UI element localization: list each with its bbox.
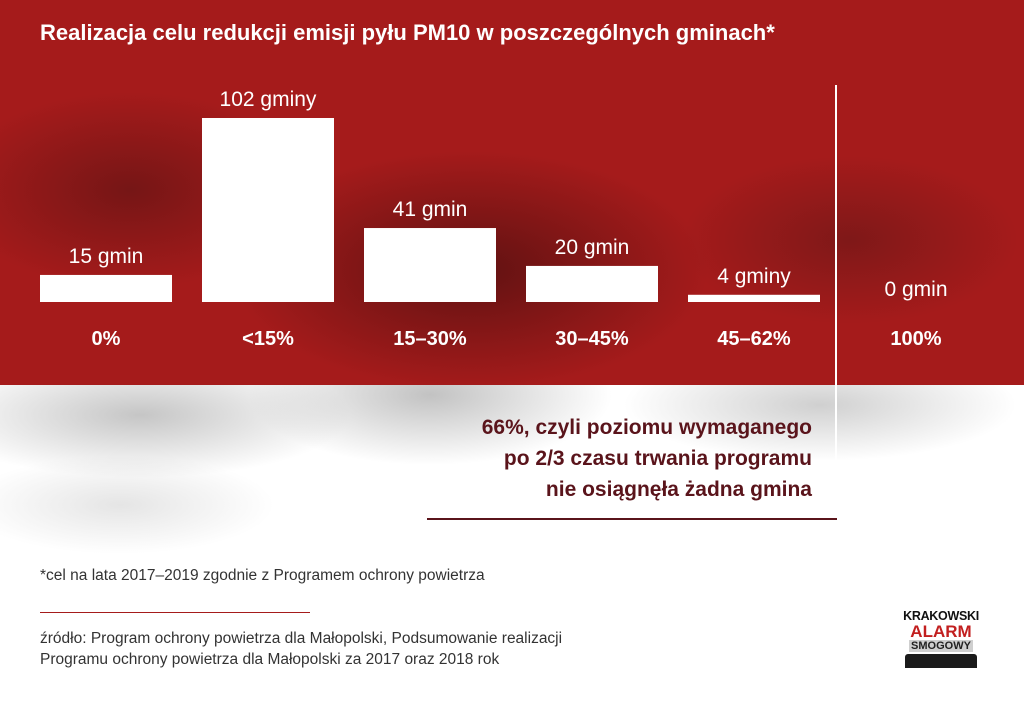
target-divider-line	[835, 85, 837, 519]
bar-value-label: 4 gminy	[717, 265, 791, 288]
source-divider	[40, 612, 310, 613]
source-text: źródło: Program ochrony powietrza dla Ma…	[40, 628, 680, 670]
note-line-2: po 2/3 czasu trwania programu	[503, 447, 812, 470]
bar-value-label: 41 gmin	[393, 198, 468, 221]
category-label: 100%	[890, 328, 941, 350]
bar-value-label: 102 gminy	[220, 88, 317, 111]
bar	[202, 118, 334, 302]
bar	[364, 228, 496, 302]
logo-city-silhouette-icon	[905, 654, 977, 668]
logo-line-1: KRAKOWSKI	[903, 609, 979, 623]
smoke-background	[0, 385, 1024, 709]
krakowski-alarm-smogowy-logo: KRAKOWSKI ALARM SMOGOWY	[899, 610, 983, 672]
category-label: 0%	[92, 328, 121, 350]
category-label: 45–62%	[717, 328, 791, 350]
footnote: *cel na lata 2017–2019 zgodnie z Program…	[40, 567, 485, 584]
logo-line-3: SMOGOWY	[909, 640, 973, 652]
category-label: <15%	[242, 328, 294, 350]
bar-value-label: 0 gmin	[884, 278, 947, 301]
annotation-note: 66%, czyli poziomu wymaganego po 2/3 cza…	[380, 412, 812, 505]
bar	[40, 274, 172, 302]
chart-title: Realizacja celu redukcji emisji pyłu PM1…	[40, 20, 775, 45]
logo-line-2: ALARM	[910, 622, 972, 641]
note-line-1: 66%, czyli poziomu wymaganego	[481, 416, 812, 439]
source-line-2: Programu ochrony powietrza dla Małopolsk…	[40, 651, 500, 668]
bar-chart: 15 gmin 0% 102 gminy <15% 41 gmin 15–30% 20 gm…	[40, 88, 948, 350]
category-label: 15–30%	[393, 328, 467, 350]
bar	[688, 294, 820, 302]
source-line-1: źródło: Program ochrony powietrza dla Ma…	[40, 630, 563, 647]
bar-value-label: 20 gmin	[555, 236, 630, 259]
note-line-3: nie osiągnęła żadna gmina	[545, 478, 812, 501]
annotation-underline	[427, 518, 837, 520]
bar	[526, 265, 658, 302]
red-background-band	[0, 0, 1024, 385]
bar-value-label: 15 gmin	[69, 245, 144, 268]
category-label: 30–45%	[555, 328, 629, 350]
